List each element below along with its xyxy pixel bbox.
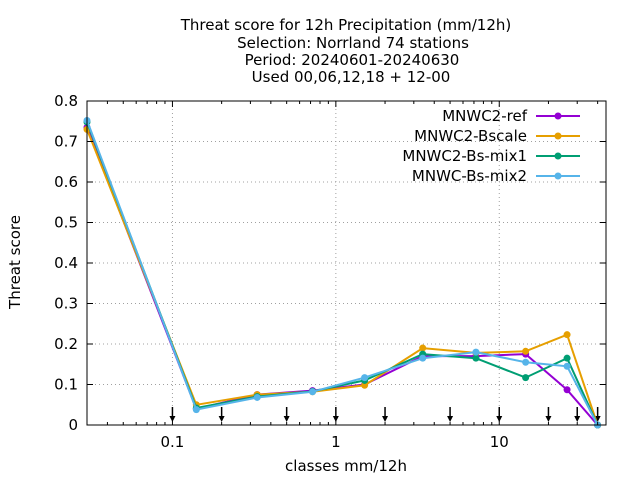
- class-limit-arrowhead: [218, 416, 225, 422]
- x-tick-label: 10: [490, 433, 509, 451]
- data-point: [253, 393, 261, 401]
- data-point: [563, 331, 571, 339]
- data-point: [361, 381, 369, 389]
- y-tick-label: 0.4: [54, 254, 78, 272]
- legend-marker: [554, 172, 562, 180]
- legend-label: MNWC2-ref: [442, 107, 527, 125]
- legend-label: MNWC-Bs-mix2: [412, 167, 527, 185]
- data-point: [192, 406, 200, 414]
- series-mnwc-bs-mix2: [83, 116, 602, 429]
- legend-marker: [554, 132, 562, 140]
- x-tick-label: 1: [331, 433, 341, 451]
- series-mnwc2-bs-mix1: [83, 118, 602, 429]
- y-axis-label: Threat score: [6, 215, 24, 310]
- y-tick-label: 0.5: [54, 214, 78, 232]
- data-point: [419, 344, 427, 352]
- data-point: [472, 354, 480, 362]
- data-point: [361, 374, 369, 382]
- data-point: [522, 374, 530, 382]
- class-limit-arrowhead: [283, 416, 290, 422]
- series-line: [86, 120, 599, 426]
- data-point: [472, 348, 480, 356]
- chart-title: Threat score for 12h Precipitation (mm/1…: [180, 16, 512, 86]
- x-axis-label: classes mm/12h: [285, 457, 407, 475]
- class-limit-arrowhead: [594, 416, 601, 422]
- class-limit-markers: [169, 407, 601, 422]
- class-limit-arrowhead: [382, 416, 389, 422]
- y-tick-label: 0.3: [54, 295, 78, 313]
- legend-label: MNWC2-Bs-mix1: [402, 147, 527, 165]
- data-point: [563, 354, 571, 362]
- data-point: [522, 347, 530, 355]
- y-tick-label: 0.1: [54, 376, 78, 394]
- data-point: [563, 386, 571, 394]
- y-tick-label: 0.8: [54, 92, 78, 110]
- data-point: [522, 358, 530, 366]
- series-layer: [83, 116, 602, 429]
- y-axis: 0 0.1 0.2 0.3 0.4 0.5 0.6 0.7 0.8: [54, 92, 606, 434]
- grid: [87, 101, 606, 425]
- title-line: Selection: Norrland 74 stations: [237, 34, 469, 52]
- y-tick-label: 0.7: [54, 133, 78, 151]
- title-line: Used 00,06,12,18 + 12-00: [252, 68, 451, 86]
- class-limit-arrowhead: [545, 416, 552, 422]
- legend-marker: [554, 152, 562, 160]
- y-tick-label: 0.2: [54, 335, 78, 353]
- data-point: [309, 388, 317, 396]
- title-line: Period: 20240601-20240630: [245, 51, 460, 69]
- legend-label: MNWC2-Bscale: [414, 127, 527, 145]
- legend: MNWC2-ref MNWC2-Bscale MNWC2-Bs-mix1 MNWC-B…: [402, 107, 580, 185]
- x-axis: 0.1 1 10: [86, 101, 599, 451]
- data-point: [419, 354, 427, 362]
- class-limit-arrowhead: [447, 416, 454, 422]
- class-limit-arrowhead: [574, 416, 581, 422]
- title-line: Threat score for 12h Precipitation (mm/1…: [180, 16, 512, 34]
- y-tick-label: 0: [68, 416, 78, 434]
- x-tick-label: 0.1: [161, 433, 185, 451]
- y-tick-label: 0.6: [54, 173, 78, 191]
- data-point: [563, 362, 571, 370]
- legend-marker: [554, 112, 562, 120]
